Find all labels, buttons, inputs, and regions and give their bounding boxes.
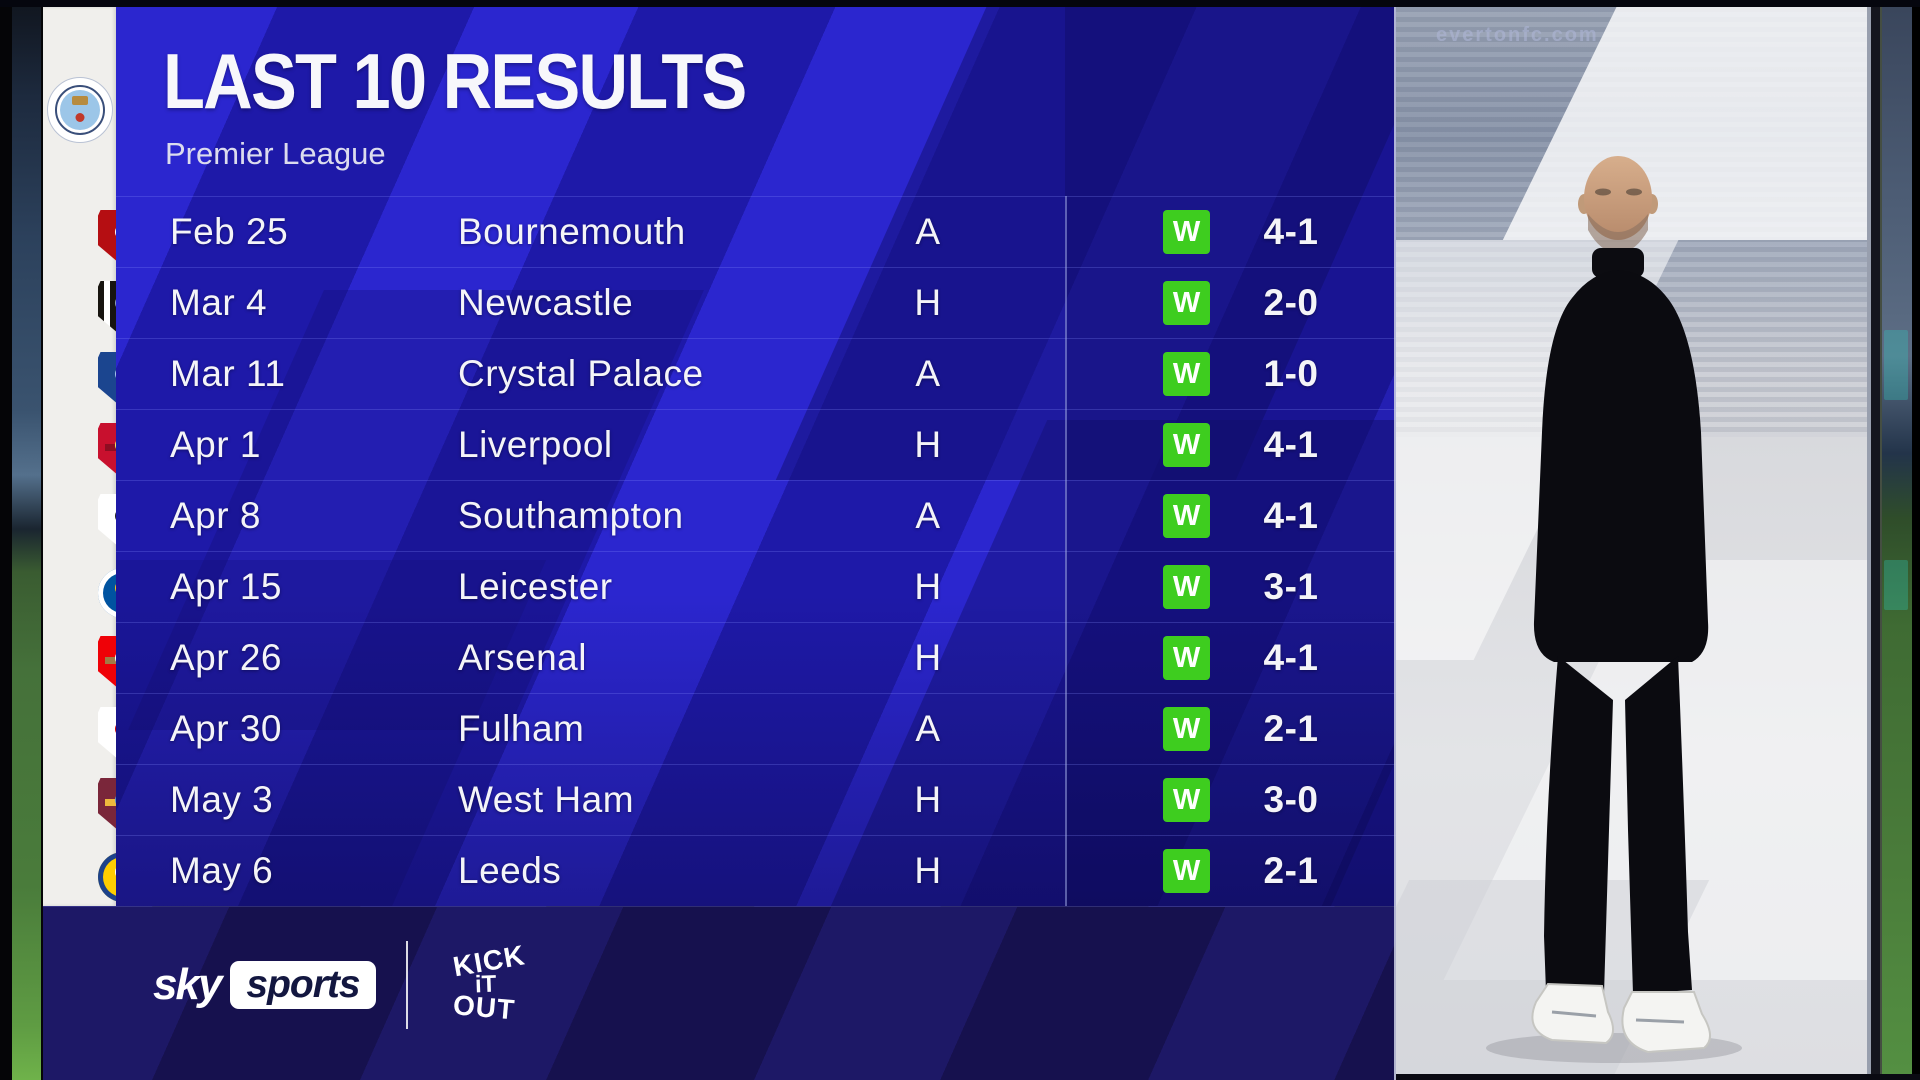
win-badge: W — [1163, 494, 1210, 538]
result-row: Apr 8 Southampton A W 4-1 — [116, 480, 1396, 550]
crest-rose-shape — [75, 113, 85, 123]
result-row: May 3 West Ham H W 3-0 — [116, 764, 1396, 834]
sky-sports-box: sports — [230, 961, 376, 1009]
crest-inner — [60, 90, 100, 130]
footer-divider-line — [405, 941, 408, 1029]
match-score: 1-0 — [1263, 353, 1319, 394]
panel-vignette — [116, 0, 1396, 1080]
stadium-video-right-sliver — [1882, 0, 1912, 1080]
win-badge: W — [1163, 352, 1210, 396]
win-badge: W — [1163, 210, 1210, 254]
photo-panel: evertonfc.com — [1396, 0, 1867, 1080]
win-badge: W — [1163, 423, 1210, 467]
match-date: May 3 — [170, 779, 274, 820]
opponent-name: Crystal Palace — [458, 353, 704, 394]
match-date: Apr 8 — [170, 495, 261, 536]
top-frame-edge — [0, 0, 1920, 7]
results-rows: Feb 25 Bournemouth A W 4-1 Mar 4 Newcast… — [116, 0, 1396, 906]
kick-it-out-logo: KICK iT OUT — [438, 937, 534, 1033]
result-row: May 6 Leeds H W 2-1 — [116, 835, 1396, 905]
sky-sports-word: sports — [246, 963, 360, 1006]
match-score: 2-1 — [1263, 708, 1319, 749]
opponent-name: Arsenal — [458, 637, 587, 678]
result-row: Apr 26 Arsenal H W 4-1 — [116, 622, 1396, 692]
page-title: LAST 10 RESULTS — [163, 37, 747, 125]
win-badge: W — [1163, 707, 1210, 751]
match-score: 2-0 — [1263, 282, 1319, 323]
match-score: 4-1 — [1263, 495, 1319, 536]
stadium-banner-text: evertonfc.com — [1436, 24, 1599, 46]
match-date: Mar 11 — [170, 353, 286, 394]
stadium-video-left-sliver — [12, 0, 41, 1080]
scoreboard-glimpse — [1884, 330, 1908, 400]
sky-sports-logo: sky sports — [153, 960, 376, 1010]
match-date: Apr 1 — [170, 424, 261, 465]
match-date: May 6 — [170, 850, 274, 891]
match-score: 4-1 — [1263, 637, 1319, 678]
home-away-indicator: A — [915, 495, 941, 536]
opponent-name: Leicester — [458, 566, 613, 607]
sky-logo-word: sky — [153, 960, 222, 1009]
result-row: Mar 11 Crystal Palace A W 1-0 — [116, 338, 1396, 408]
home-away-indicator: H — [914, 850, 942, 891]
scoreboard-glimpse — [1884, 560, 1908, 610]
left-black-bar — [0, 0, 43, 1080]
manager-photo — [1486, 156, 1742, 1063]
home-away-indicator: A — [915, 708, 941, 749]
match-score: 4-1 — [1263, 211, 1319, 252]
bottom-frame-edge — [1396, 1074, 1920, 1080]
win-badge: W — [1163, 849, 1210, 893]
match-score: 3-0 — [1263, 779, 1319, 820]
result-row: Apr 15 Leicester H W 3-1 — [116, 551, 1396, 621]
result-row: Apr 30 Fulham A W 2-1 — [116, 693, 1396, 763]
home-away-indicator: A — [915, 353, 941, 394]
home-away-indicator: H — [914, 779, 942, 820]
result-row: Apr 1 Liverpool H W 4-1 — [116, 409, 1396, 479]
win-badge: W — [1163, 636, 1210, 680]
team-badge-strip — [43, 7, 148, 906]
opponent-name: Liverpool — [458, 424, 613, 465]
home-away-indicator: A — [915, 211, 941, 252]
match-score: 2-1 — [1263, 850, 1319, 891]
crest-ship-shape — [72, 96, 88, 106]
right-black-bar — [1867, 0, 1920, 1080]
page-subtitle: Premier League — [165, 136, 386, 171]
win-badge: W — [1163, 281, 1210, 325]
home-away-indicator: H — [914, 282, 942, 323]
score-column-shade — [1065, 0, 1396, 906]
match-date: Apr 30 — [170, 708, 283, 749]
opponent-name: Leeds — [458, 850, 562, 891]
match-date: Feb 25 — [170, 211, 289, 252]
kick-it-out-line: OUT — [451, 988, 516, 1026]
opponent-name: Bournemouth — [458, 211, 686, 252]
results-panel: LAST 10 RESULTS Premier League Feb 25 Bo… — [116, 0, 1396, 1080]
match-score: 3-1 — [1263, 566, 1319, 607]
footer-band: sky sports KICK iT OUT — [43, 906, 1396, 1080]
opponent-name: Newcastle — [458, 282, 634, 323]
opponent-name: Fulham — [458, 708, 585, 749]
footer-logos: sky sports KICK iT OUT — [153, 937, 534, 1033]
home-away-indicator: H — [914, 566, 942, 607]
win-badge: W — [1163, 778, 1210, 822]
manchester-city-crest-icon — [47, 77, 113, 143]
match-date: Apr 26 — [170, 637, 283, 678]
match-score: 4-1 — [1263, 424, 1319, 465]
win-badge: W — [1163, 565, 1210, 609]
opponent-name: Southampton — [458, 495, 684, 536]
result-row: Feb 25 Bournemouth A W 4-1 — [116, 196, 1396, 266]
opponent-name: West Ham — [458, 779, 635, 820]
panel-seam-line — [1394, 0, 1396, 1080]
result-row: Mar 4 Newcastle H W 2-0 — [116, 267, 1396, 337]
home-away-indicator: H — [914, 424, 942, 465]
home-away-indicator: H — [914, 637, 942, 678]
column-divider-line — [1065, 196, 1067, 906]
match-date: Mar 4 — [170, 282, 268, 323]
match-date: Apr 15 — [170, 566, 283, 607]
